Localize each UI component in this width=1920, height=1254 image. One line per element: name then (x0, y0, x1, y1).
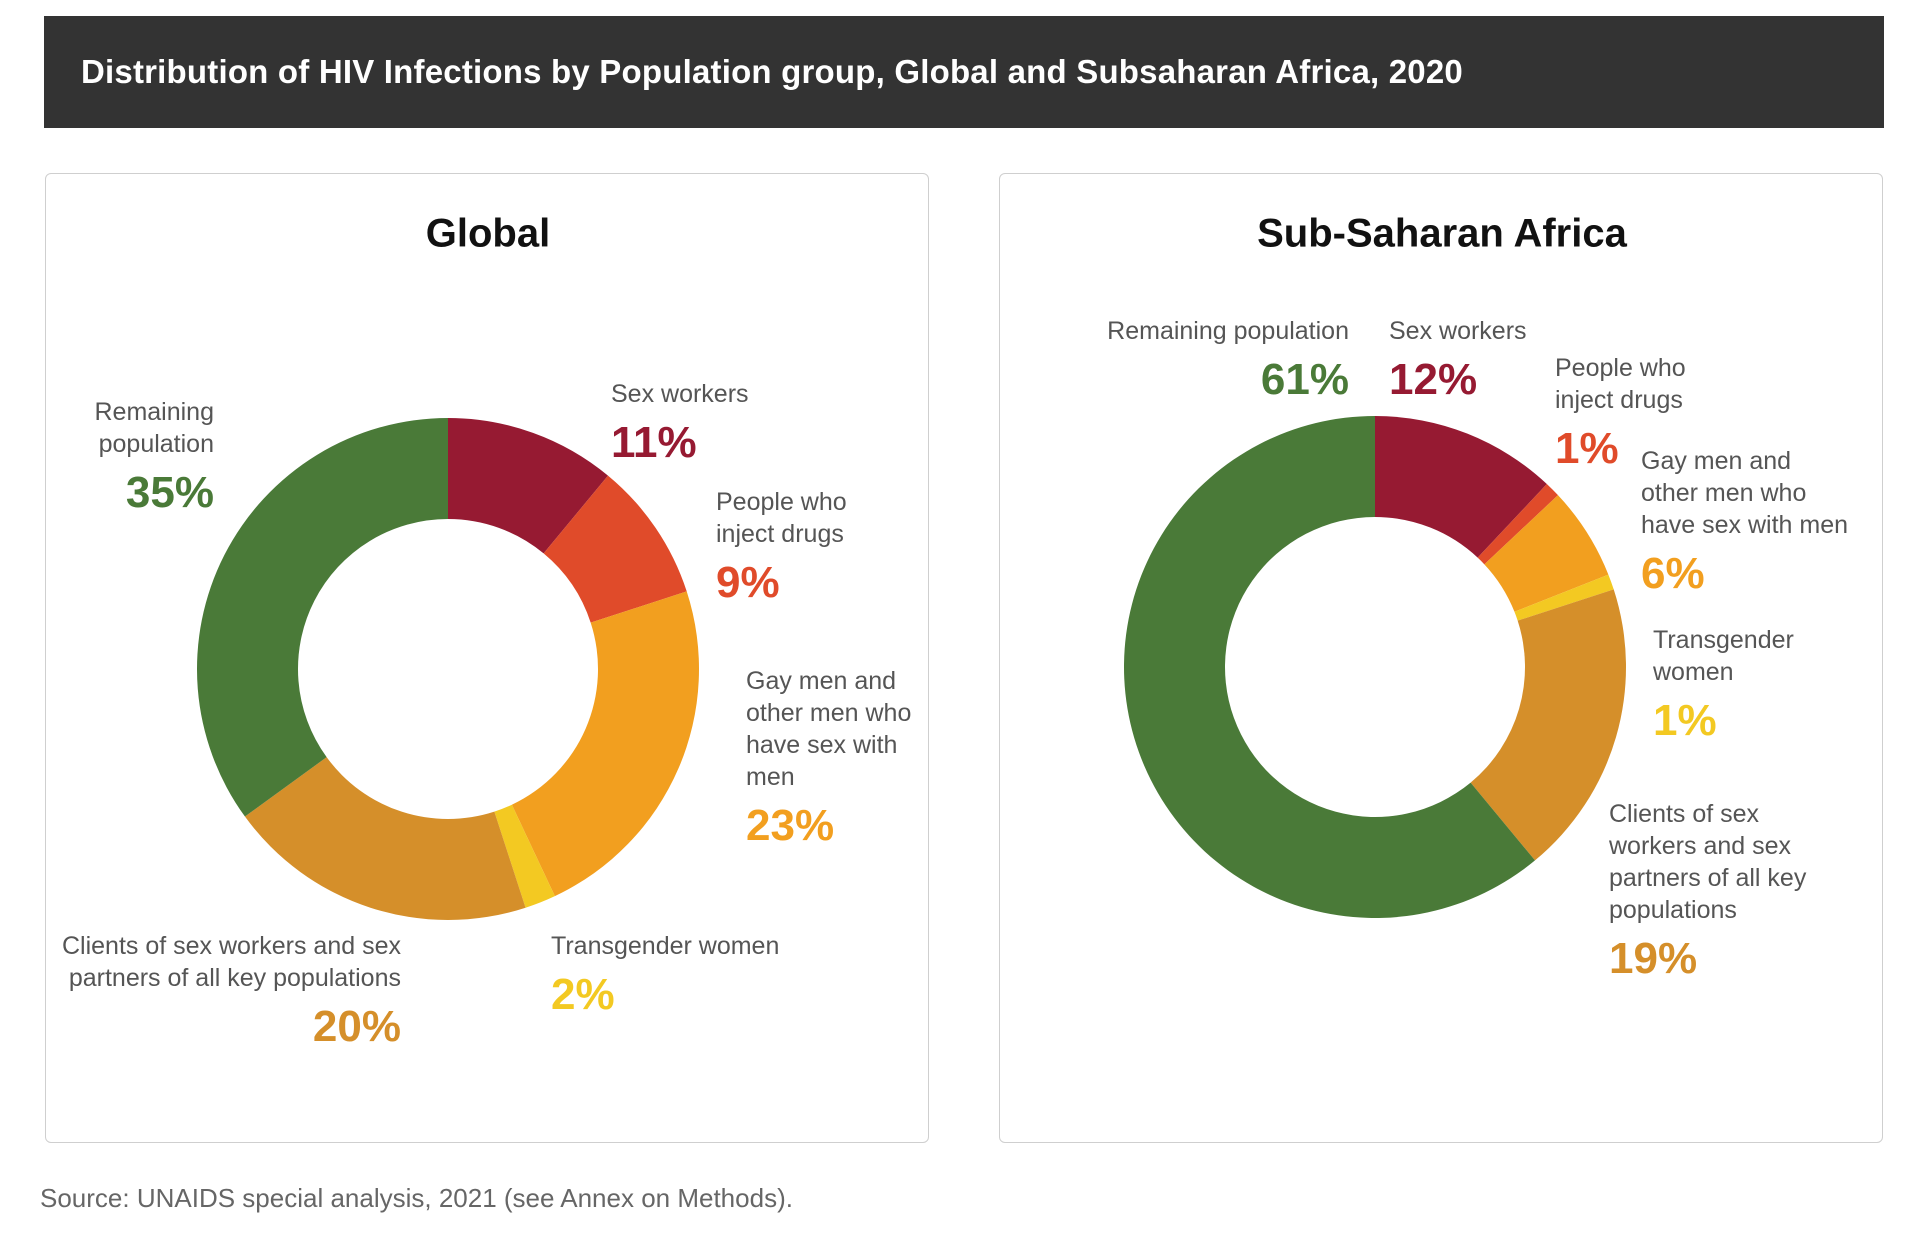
slice-sex-workers (448, 418, 608, 554)
label-group-clients-of-sex-workers-and-sex-partners-of-all-key-populations: Clients of sex workers and sex partners o… (62, 932, 402, 1051)
label-group-remaining-population: Remaining population 35% (94, 398, 214, 517)
slice-label: Transgender women (551, 932, 779, 960)
slice-label: Remaining population (94, 398, 214, 458)
value-label: 11% (611, 418, 697, 467)
panel-sub-saharan-africa: Sub-Saharan Africa Sex workers 12% People w… (999, 173, 1883, 1143)
value-label: 2% (551, 970, 615, 1019)
slice-label: Clients of sex workers and sex partners o… (62, 932, 402, 992)
label-group-gay-men-and-other-men-who-have-sex-with-men: Gay men and other men who have sex with men… (746, 667, 911, 850)
label-group-people-who-inject-drugs: People who inject drugs 1% (1555, 354, 1686, 473)
value-label: 6% (1641, 549, 1705, 598)
value-label: 35% (126, 468, 214, 517)
slice-label: Gay men and other men who have sex with men (746, 667, 911, 791)
slice-people-who-inject-drugs (543, 475, 687, 623)
slice-people-who-inject-drugs (1477, 484, 1558, 565)
label-group-remaining-population: Remaining population 61% (1107, 317, 1349, 404)
value-label: 61% (1261, 355, 1349, 404)
slice-gay-men-and-other-men-who-have-sex-with-men (1484, 495, 1609, 612)
value-label: 12% (1389, 355, 1477, 404)
slice-label: Clients of sex workers and sex partners of… (1608, 800, 1807, 924)
value-label: 9% (716, 558, 780, 607)
slice-sex-workers (1375, 416, 1547, 558)
value-label: 20% (313, 1002, 401, 1051)
label-group-gay-men-and-other-men-who-have-sex-with-men: Gay men and other men who have sex with me… (1641, 447, 1848, 598)
panel-title: Global (426, 212, 550, 256)
slice-label: Remaining population (1107, 317, 1349, 345)
slice-label: Sex workers (611, 380, 749, 408)
slice-transgender-women (494, 804, 555, 908)
label-group-sex-workers: Sex workers 11% (611, 380, 749, 467)
source-note: Source: UNAIDS special analysis, 2021 (s… (40, 1183, 793, 1213)
value-label: 1% (1555, 424, 1619, 473)
slice-clients-of-sex-workers-and-sex-partners-of-all-key-populations (244, 757, 526, 921)
chart-title: Distribution of HIV Infections by Popula… (81, 53, 1463, 90)
value-label: 23% (746, 801, 834, 850)
slice-label: People who inject drugs (1555, 354, 1686, 414)
slice-transgender-women (1514, 574, 1614, 621)
slice-remaining-population (196, 418, 448, 817)
title-banner: Distribution of HIV Infections by Popula… (44, 16, 1884, 128)
slice-remaining-population (1123, 416, 1535, 919)
slice-label: Gay men and other men who have sex with me… (1641, 447, 1848, 539)
value-label: 19% (1609, 934, 1697, 983)
slice-label: People who inject drugs (716, 488, 847, 548)
panel-global: Global Sex workers 11% People who inject dru… (45, 173, 929, 1143)
panel-title: Sub-Saharan Africa (1257, 212, 1627, 256)
slice-label: Sex workers (1389, 317, 1527, 345)
slice-clients-of-sex-workers-and-sex-partners-of-all-key-populations (1470, 589, 1626, 861)
label-group-sex-workers: Sex workers 12% (1389, 317, 1527, 404)
donut-chart-sub-saharan-africa: Sub-Saharan Africa Sex workers 12% People w… (1107, 212, 1848, 983)
value-label: 1% (1653, 696, 1717, 745)
label-group-clients-of-sex-workers-and-sex-partners-of-all-key-populations: Clients of sex workers and sex partners of… (1608, 800, 1807, 983)
slice-gay-men-and-other-men-who-have-sex-with-men (511, 591, 699, 897)
donut-chart-global: Global Sex workers 11% People who inject dru… (62, 212, 911, 1051)
label-group-transgender-women: Transgender women 2% (551, 932, 779, 1019)
label-group-transgender-women: Transgender women 1% (1652, 626, 1794, 745)
label-group-people-who-inject-drugs: People who inject drugs 9% (716, 488, 847, 607)
slice-label: Transgender women (1652, 626, 1794, 686)
